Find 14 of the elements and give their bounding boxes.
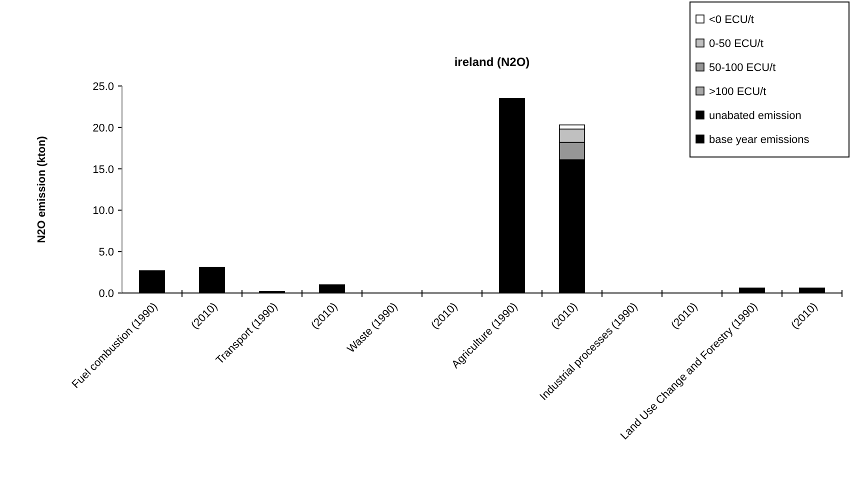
y-tick-label: 15.0 [92, 164, 114, 176]
y-axis-title: N2O emission (kton) [36, 136, 48, 243]
y-tick-label: 20.0 [92, 122, 114, 134]
chart-title: ireland (N2O) [454, 55, 530, 69]
legend-label: <0 ECU/t [709, 14, 754, 26]
legend-label: unabated emission [709, 110, 802, 122]
y-tick-label: 0.0 [98, 288, 114, 300]
legend-label: base year emissions [709, 134, 810, 146]
legend-label: 0-50 ECU/t [709, 38, 764, 50]
y-tick-label: 5.0 [98, 246, 114, 259]
legend-label: 50-100 ECU/t [709, 62, 776, 74]
legend-label: >100 ECU/t [709, 86, 766, 98]
y-tick-label: 10.0 [92, 205, 114, 218]
y-tick-label: 25.0 [92, 81, 114, 93]
